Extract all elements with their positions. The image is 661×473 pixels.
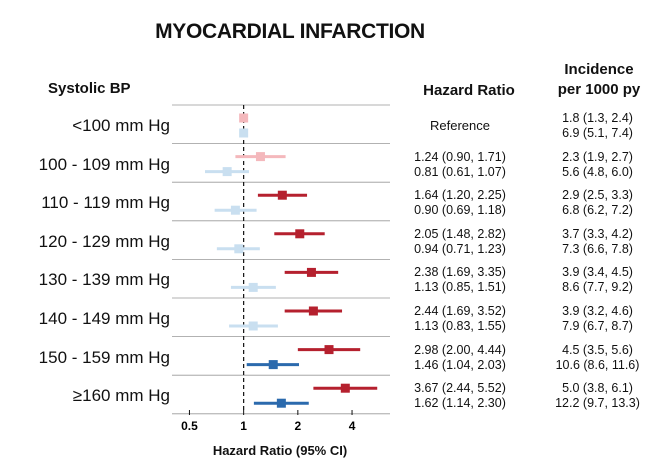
hazard-ratio-a: 2.38 (1.69, 3.35)	[414, 265, 506, 280]
incidence-b: 6.9 (5.1, 7.4)	[562, 126, 633, 140]
incidence-cell: 5.0 (3.8, 6.1) 12.2 (9.7, 13.3)	[530, 381, 661, 411]
incidence-cell: 2.3 (1.9, 2.7) 5.6 (4.8, 6.0)	[530, 150, 661, 180]
series-b-marker	[248, 282, 258, 292]
series-b-marker	[234, 244, 244, 254]
row-label: 140 - 149 mm Hg	[38, 309, 170, 328]
series-a-marker	[295, 229, 305, 239]
incidence-b: 6.8 (6.2, 7.2)	[562, 203, 633, 218]
incidence-cell: 3.9 (3.2, 4.6) 7.9 (6.7, 8.7)	[530, 304, 661, 334]
chart-title: MYOCARDIAL INFARCTION	[155, 20, 425, 43]
series-b-marker	[248, 321, 258, 331]
hazard-ratio-cell: 1.64 (1.20, 2.25) 0.90 (0.69, 1.18)	[395, 188, 525, 218]
incidence-cell: 4.5 (3.5, 5.6) 10.6 (8.6, 11.6)	[530, 343, 661, 373]
hazard-ratio-a: 1.24 (0.90, 1.71)	[414, 149, 506, 164]
hazard-ratio-b: 1.13 (0.85, 1.51)	[414, 280, 506, 295]
hazard-ratio-cell: 1.24 (0.90, 1.71) 0.81 (0.61, 1.07)	[395, 150, 525, 180]
series-b-marker	[222, 167, 232, 177]
hazard-ratio-a: 2.44 (1.69, 3.52)	[414, 304, 506, 318]
incidence-b: 10.6 (8.6, 11.6)	[555, 357, 640, 372]
x-tick-label: 2	[294, 419, 301, 433]
incidence-b: 5.6 (4.8, 6.0)	[562, 164, 633, 179]
incidence-a: 3.7 (3.3, 4.2)	[562, 226, 633, 241]
hazard-ratio-cell: 2.44 (1.69, 3.52) 1.13 (0.83, 1.55)	[395, 304, 525, 334]
row-label: 150 - 159 mm Hg	[38, 347, 170, 367]
series-a-marker	[277, 190, 287, 200]
incidence-cell: 3.9 (3.4, 4.5) 8.6 (7.7, 9.2)	[530, 265, 661, 295]
series-a-marker	[239, 113, 249, 123]
incidence-b: 7.3 (6.6, 7.8)	[562, 241, 633, 256]
row-label: 130 - 139 mm Hg	[38, 270, 170, 290]
hazard-ratio-b: 0.90 (0.69, 1.18)	[414, 203, 506, 218]
hazard-ratio-cell: Reference	[430, 118, 490, 133]
incidence-b: 12.2 (9.7, 13.3)	[555, 396, 640, 411]
row-label: ≥160 mm Hg	[72, 386, 170, 406]
hazard-ratio-cell: 2.05 (1.48, 2.82) 0.94 (0.71, 1.23)	[395, 227, 525, 257]
incidence-a: 1.8 (1.3, 2.4)	[562, 111, 633, 125]
incidence-a: 3.9 (3.2, 4.6)	[562, 304, 633, 318]
hazard-ratio-b: 0.94 (0.71, 1.23)	[414, 241, 506, 256]
incidence-cell: 3.7 (3.3, 4.2) 7.3 (6.6, 7.8)	[530, 227, 661, 257]
series-a-marker	[255, 152, 265, 162]
series-a-marker	[324, 345, 334, 355]
hazard-ratio-a: 2.98 (2.00, 4.44)	[414, 342, 506, 357]
incidence-b: 7.9 (6.7, 8.7)	[562, 319, 633, 333]
incidence-header: Incidence per 1000 py	[535, 60, 661, 100]
x-tick-label: 0.5	[181, 419, 198, 433]
incidence-a: 4.5 (3.5, 5.6)	[562, 342, 633, 357]
row-label: 110 - 119 mm Hg	[41, 193, 170, 213]
incidence-a: 2.9 (2.5, 3.3)	[562, 188, 633, 203]
series-a-marker	[308, 306, 318, 316]
x-tick-label: 4	[349, 419, 356, 433]
x-axis-label: Hazard Ratio (95% CI)	[212, 443, 348, 458]
row-label: 100 - 109 mm Hg	[38, 154, 170, 174]
incidence-cell: 1.8 (1.3, 2.4) 6.9 (5.1, 7.4)	[530, 111, 661, 141]
hazard-ratio-a: 2.05 (1.48, 2.82)	[414, 226, 506, 241]
series-b-marker	[230, 205, 240, 215]
incidence-header-line-1: Incidence	[564, 61, 634, 78]
incidence-a: 2.3 (1.9, 2.7)	[562, 149, 633, 164]
incidence-b: 8.6 (7.7, 9.2)	[562, 280, 633, 295]
incidence-a: 5.0 (3.8, 6.1)	[562, 381, 633, 396]
x-tick-label: 1	[240, 419, 247, 433]
hazard-ratio-cell: 2.38 (1.69, 3.35) 1.13 (0.85, 1.51)	[395, 265, 525, 295]
series-b-marker	[239, 128, 249, 138]
hazard-ratio-a: 1.64 (1.20, 2.25)	[414, 188, 506, 203]
hazard-ratio-b: 1.46 (1.04, 2.03)	[414, 357, 506, 372]
row-label: <100 mm Hg	[72, 116, 170, 135]
incidence-cell: 2.9 (2.5, 3.3) 6.8 (6.2, 7.2)	[530, 188, 661, 218]
hazard-ratio-header: Hazard Ratio	[423, 82, 515, 99]
incidence-header-line-2: per 1000 py	[557, 81, 641, 98]
hazard-ratio-cell: 2.98 (2.00, 4.44) 1.46 (1.04, 2.03)	[395, 343, 525, 373]
hazard-ratio-cell: 3.67 (2.44, 5.52) 1.62 (1.14, 2.30)	[395, 381, 525, 411]
series-a-marker	[340, 383, 350, 393]
row-header: Systolic BP	[48, 80, 131, 97]
hazard-ratio-b: 0.81 (0.61, 1.07)	[414, 164, 506, 179]
series-b-marker	[276, 398, 286, 408]
hazard-ratio-a: 3.67 (2.44, 5.52)	[414, 381, 506, 396]
row-label: 120 - 129 mm Hg	[38, 231, 170, 251]
hazard-ratio-b: 1.62 (1.14, 2.30)	[414, 396, 506, 411]
hazard-ratio-b: 1.13 (0.83, 1.55)	[414, 319, 506, 333]
incidence-a: 3.9 (3.4, 4.5)	[562, 265, 633, 280]
series-b-marker	[268, 360, 278, 370]
series-a-marker	[306, 267, 316, 277]
